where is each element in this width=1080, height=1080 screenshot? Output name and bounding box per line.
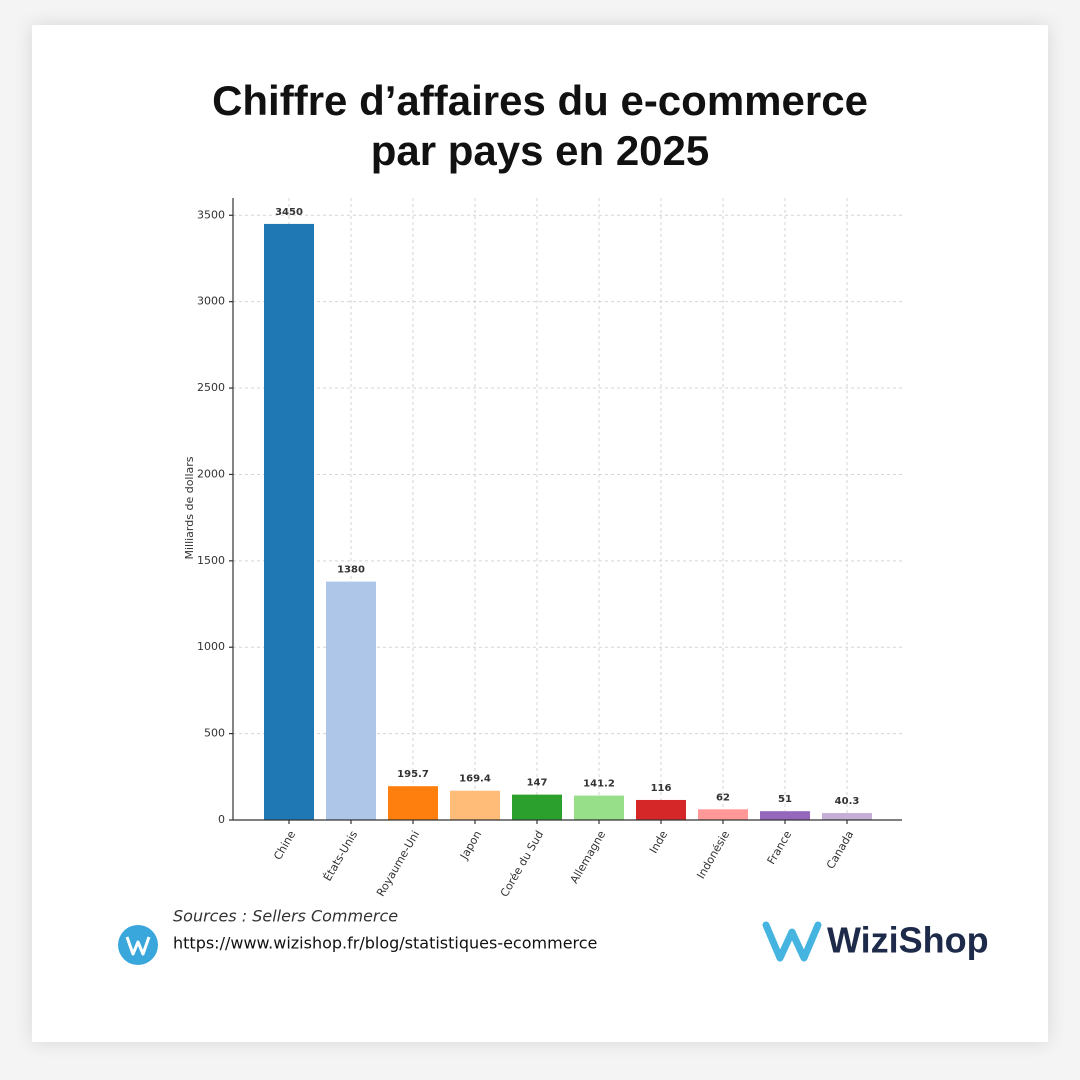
source: Sources : Sellers Commerce (173, 907, 398, 926)
y-tick-label: 3500 (197, 208, 225, 221)
y-tick-label: 1500 (197, 554, 225, 567)
x-tick-label: États-Unis (321, 828, 360, 883)
x-tick-label: Allemagne (568, 828, 609, 885)
y-tick-label: 2500 (197, 381, 225, 394)
value-label: 40.3 (835, 796, 860, 807)
card (32, 25, 1048, 1042)
bar (698, 809, 748, 820)
x-tick-label: Royaume-Uni (374, 829, 422, 899)
value-label: 141.2 (583, 779, 615, 790)
x-tick-label: Canada (824, 829, 856, 872)
value-label: 3450 (275, 207, 303, 218)
bar (450, 790, 500, 820)
bar (388, 786, 438, 820)
value-label: 169.4 (459, 774, 491, 785)
bar (574, 795, 624, 820)
y-tick-label: 500 (204, 727, 225, 740)
bar (760, 811, 810, 820)
value-label: 1380 (337, 565, 365, 576)
x-tick-label: Inde (647, 828, 670, 855)
logo-icon (125, 936, 151, 956)
y-tick-label: 1000 (197, 640, 225, 653)
bar (822, 813, 872, 820)
bar (636, 799, 686, 820)
x-tick-label: Indonésie (694, 828, 732, 881)
y-axis-label: Milliards de dollars (183, 456, 196, 559)
value-label: 116 (651, 783, 672, 794)
x-tick-label: Japon (457, 828, 484, 862)
value-label: 62 (716, 792, 730, 803)
chart-title: par pays en 2025 (371, 127, 710, 174)
bar (326, 581, 376, 820)
bar (264, 223, 314, 820)
value-label: 51 (778, 794, 792, 805)
x-tick-label: Chine (271, 828, 298, 862)
y-tick-label: 0 (218, 813, 225, 826)
y-tick-label: 3000 (197, 295, 225, 308)
chart-title: Chiffre d’affaires du e-commerce (212, 77, 868, 124)
x-tick-label: France (765, 828, 795, 866)
y-tick-label: 2000 (197, 467, 225, 480)
bar (512, 794, 562, 820)
brand-logo (762, 921, 822, 962)
value-label: 195.7 (397, 769, 429, 780)
source-url[interactable]: https://www.wizishop.fr/blog/statistique… (173, 934, 597, 953)
value-label: 147 (527, 778, 548, 789)
x-tick-label: Corée du Sud (498, 829, 546, 900)
brand-name: WiziShop (827, 920, 989, 961)
